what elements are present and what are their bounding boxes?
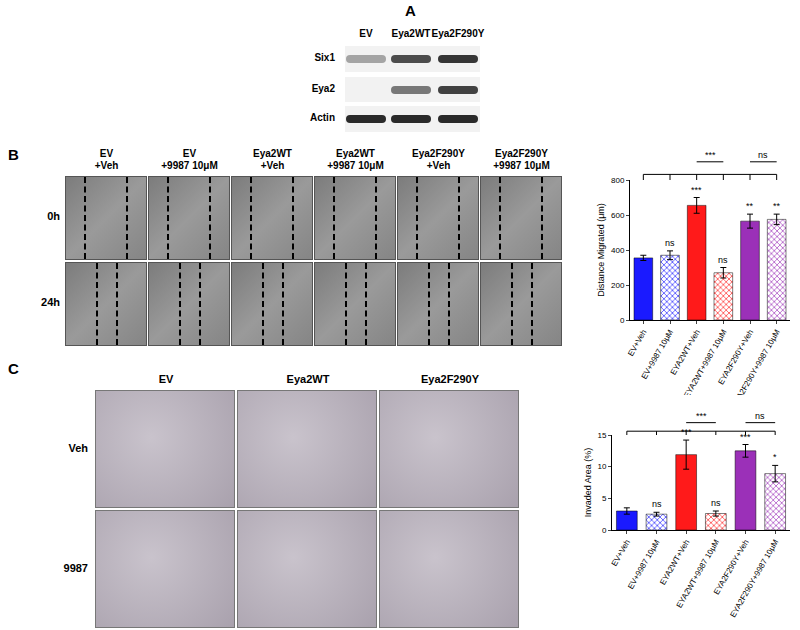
svg-text:EYA2WT+Veh: EYA2WT+Veh <box>669 328 702 376</box>
svg-text:**: ** <box>773 201 781 211</box>
html-text:+Veh: +Veh <box>260 160 285 171</box>
svg-text:10: 10 <box>597 462 606 471</box>
html-text:B: B <box>8 146 19 163</box>
html-text:Eya2WT: Eya2WT <box>336 148 375 159</box>
svg-text:600: 600 <box>611 211 625 220</box>
html-text:+Veh: +Veh <box>426 160 451 171</box>
html-text:0h: 0h <box>47 210 60 222</box>
html-text:A: A <box>405 2 416 19</box>
html-text:EV: EV <box>99 148 114 159</box>
html-text:Actin: Actin <box>310 112 335 123</box>
html-text:+Veh: +Veh <box>94 160 119 171</box>
html-text:Eya2F290Y: Eya2F290Y <box>412 148 465 159</box>
svg-text:EYA2F290Y+9987 10μM: EYA2F290Y+9987 10μM <box>730 328 782 409</box>
html-text:EV: EV <box>158 373 174 385</box>
svg-text:200: 200 <box>611 281 625 290</box>
svg-text:EV+Veh: EV+Veh <box>626 328 648 358</box>
svg-text:EYA2WT+9987 10μM: EYA2WT+9987 10μM <box>675 538 722 610</box>
html-text:+9987 10μM: +9987 10μM <box>161 160 218 171</box>
html-text:Eya2F290Y: Eya2F290Y <box>495 148 548 159</box>
svg-text:*: * <box>773 452 777 462</box>
svg-text:EYA2F290Y+Veh: EYA2F290Y+Veh <box>716 328 755 386</box>
html-text:Eya2: Eya2 <box>311 83 335 94</box>
svg-text:Distance Migrated (μm): Distance Migrated (μm) <box>596 203 606 297</box>
svg-text:**: ** <box>746 201 754 211</box>
svg-text:ns: ns <box>718 255 728 265</box>
svg-text:EYA2WT+9987 10μM: EYA2WT+9987 10μM <box>682 328 729 400</box>
svg-text:Invaded Area (%): Invaded Area (%) <box>583 448 593 518</box>
html-text:EV: EV <box>359 28 373 39</box>
svg-text:EYA2F290Y+9987 10μM: EYA2F290Y+9987 10μM <box>728 538 780 619</box>
svg-text:5: 5 <box>602 494 607 503</box>
svg-text:EYA2WT+Veh: EYA2WT+Veh <box>658 538 691 586</box>
svg-text:***: *** <box>696 411 707 421</box>
html-text:Eya2F290Y: Eya2F290Y <box>420 373 479 385</box>
svg-text:EV+9987 10μM: EV+9987 10μM <box>640 328 676 381</box>
svg-text:***: *** <box>691 185 702 195</box>
html-text:24h: 24h <box>41 296 60 308</box>
html-text:Six1: Six1 <box>314 52 335 63</box>
svg-text:***: *** <box>681 427 692 437</box>
svg-text:ns: ns <box>755 411 765 421</box>
svg-text:EV+9987 10μM: EV+9987 10μM <box>626 538 662 591</box>
svg-text:0: 0 <box>620 316 625 325</box>
html-text:C: C <box>8 360 19 377</box>
svg-text:ns: ns <box>652 499 662 509</box>
html-text:9987: 9987 <box>63 562 88 574</box>
svg-text:0: 0 <box>602 526 607 535</box>
html-text:+9987 10μM: +9987 10μM <box>327 160 384 171</box>
svg-text:800: 800 <box>611 176 625 185</box>
html-text:EV: EV <box>182 148 197 159</box>
svg-text:400: 400 <box>611 246 625 255</box>
html-text:Veh: Veh <box>68 442 88 454</box>
svg-text:EV+Veh: EV+Veh <box>610 538 632 568</box>
html-text:Eya2WT Eya2F290Y: Eya2WT Eya2F290Y <box>391 28 485 39</box>
html-text:+9987 10μM: +9987 10μM <box>493 160 550 171</box>
svg-text:***: *** <box>705 150 716 160</box>
svg-text:***: *** <box>740 432 751 442</box>
svg-text:15: 15 <box>597 431 606 440</box>
svg-text:ns: ns <box>711 498 721 508</box>
svg-text:ns: ns <box>665 238 675 248</box>
svg-text:EYA2F290Y+Veh: EYA2F290Y+Veh <box>712 538 751 596</box>
svg-text:ns: ns <box>758 150 768 160</box>
html-text:Eya2WT: Eya2WT <box>286 373 330 385</box>
html-text:Eya2WT: Eya2WT <box>253 148 292 159</box>
